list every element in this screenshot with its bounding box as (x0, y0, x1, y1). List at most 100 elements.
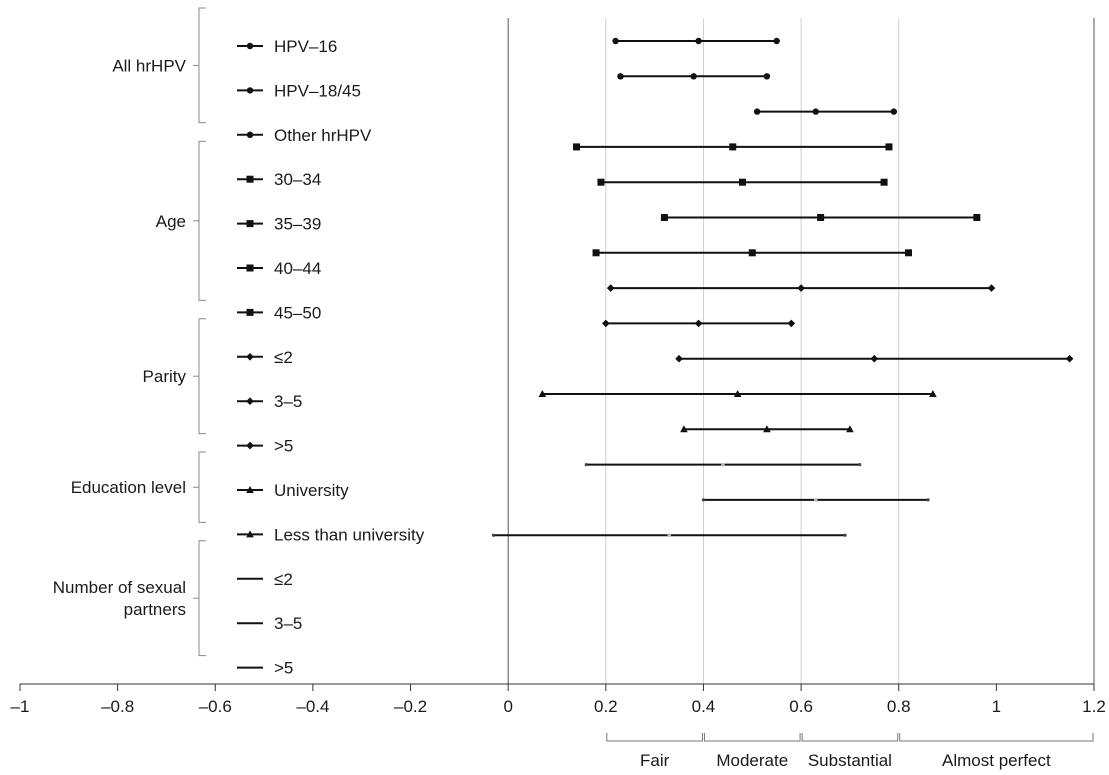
legend-marker (246, 308, 254, 316)
group-label: Age (156, 212, 186, 231)
x-tick-label: –0.8 (101, 697, 134, 716)
legend-marker (246, 220, 254, 228)
legend-marker (246, 175, 254, 183)
legend-marker (246, 353, 254, 361)
ci-upper-marker (929, 390, 937, 397)
confidence-intervals (491, 37, 1074, 537)
ci-lower-marker (597, 178, 605, 186)
ci-lower-marker (680, 425, 688, 433)
row-label: Less than university (274, 525, 425, 544)
band-bracket (899, 733, 1094, 742)
group-label: partners (124, 600, 186, 619)
legend-marker (246, 131, 254, 138)
ci-upper-marker (926, 498, 930, 502)
agreement-bands: Fair Moderate Substantial Almost perfect (606, 733, 1094, 770)
group-label: Parity (143, 367, 187, 386)
ci-lower-marker (584, 463, 588, 467)
ci-lower-marker (606, 284, 615, 292)
ci-upper-marker (904, 249, 912, 257)
legend-marker (246, 264, 254, 272)
x-tick-label: 1.2 (1082, 697, 1106, 716)
estimate-marker (813, 498, 818, 502)
estimate-marker (729, 143, 737, 151)
row-label: 40–44 (274, 259, 321, 278)
x-tick-label: 0 (503, 697, 512, 716)
x-tick-label: 0.8 (887, 697, 911, 716)
group-bracket (198, 7, 206, 124)
ci-upper-marker (880, 178, 888, 186)
row-label: 3–5 (274, 392, 302, 411)
x-tick-label: 0.4 (692, 697, 716, 716)
band-label: Fair (640, 751, 670, 770)
x-tick-label: –0.4 (296, 697, 329, 716)
ci-lower-marker (612, 37, 619, 45)
row-label: 30–34 (274, 170, 321, 189)
estimate-marker (797, 284, 805, 292)
estimate-marker (733, 390, 742, 397)
row-label: 3–5 (274, 614, 302, 633)
group-bracket (198, 140, 206, 301)
row-label: HPV–16 (274, 37, 337, 56)
legend-marker (246, 42, 254, 50)
group-label: Number of sexual (53, 578, 186, 597)
group-bracket (198, 318, 206, 435)
estimate-marker (870, 354, 879, 363)
ci-upper-marker (973, 214, 981, 221)
legend-marker (246, 486, 254, 493)
row-label: University (274, 481, 349, 500)
ci-upper-marker (987, 284, 996, 292)
ci-lower-marker (592, 249, 600, 257)
band-label: Substantial (808, 751, 892, 770)
x-tick-label: 0.6 (789, 697, 813, 716)
x-tick-label: 1 (992, 697, 1001, 716)
estimate-marker (739, 178, 747, 186)
estimate-marker (812, 108, 819, 115)
legend-marker (246, 397, 254, 405)
ci-lower-marker (753, 108, 761, 115)
estimate-marker (748, 249, 756, 257)
estimate-marker (695, 37, 702, 45)
legend-marker (246, 530, 254, 538)
ci-lower-marker (660, 214, 668, 221)
band-label: Almost perfect (942, 751, 1051, 770)
estimate-marker (721, 462, 725, 467)
ci-lower-marker (701, 498, 706, 502)
x-tick-label: –1 (11, 697, 30, 716)
row-labels: HPV–16 HPV–18/45 Other hrHPV 30–34 35–39 40–4… (237, 37, 425, 678)
band-bracket (703, 733, 801, 742)
row-label: Other hrHPV (274, 126, 372, 145)
ci-upper-marker (885, 143, 893, 151)
x-axis: –1 –0.8 –0.6 –0.4 –0.2 0 0.2 0.4 0.6 0.8 1 1.2 (11, 683, 1106, 716)
row-label: ≤2 (274, 570, 293, 589)
row-label: 45–50 (274, 303, 321, 322)
legend-marker (246, 87, 254, 94)
group-labels: All hrHPV Age Parity Education level Number … (53, 7, 206, 657)
legend-marker (246, 441, 254, 450)
row-label: ≤2 (274, 348, 293, 367)
ci-upper-marker (858, 463, 862, 467)
x-tick-label: 0.2 (594, 697, 618, 716)
ci-upper-marker (763, 73, 771, 80)
ci-upper-marker (1065, 354, 1074, 363)
group-bracket (198, 451, 206, 523)
estimate-marker (690, 73, 697, 80)
group-label: Education level (71, 478, 186, 497)
group-label: All hrHPV (112, 56, 186, 75)
ci-upper-marker (787, 319, 796, 328)
ci-upper-marker (890, 108, 898, 115)
estimate-marker (763, 425, 771, 433)
row-label: 35–39 (274, 215, 321, 234)
ci-lower-marker (617, 73, 624, 80)
estimate-marker (817, 214, 825, 221)
ci-upper-marker (843, 533, 847, 537)
ci-lower-marker (602, 319, 610, 328)
x-tick-label: –0.2 (394, 697, 427, 716)
band-bracket (606, 733, 703, 742)
row-label: HPV–18/45 (274, 81, 361, 100)
band-label: Moderate (716, 751, 788, 770)
ci-lower-marker (573, 143, 581, 151)
ci-upper-marker (846, 425, 854, 433)
band-bracket (801, 733, 899, 742)
row-label: >5 (274, 437, 293, 456)
